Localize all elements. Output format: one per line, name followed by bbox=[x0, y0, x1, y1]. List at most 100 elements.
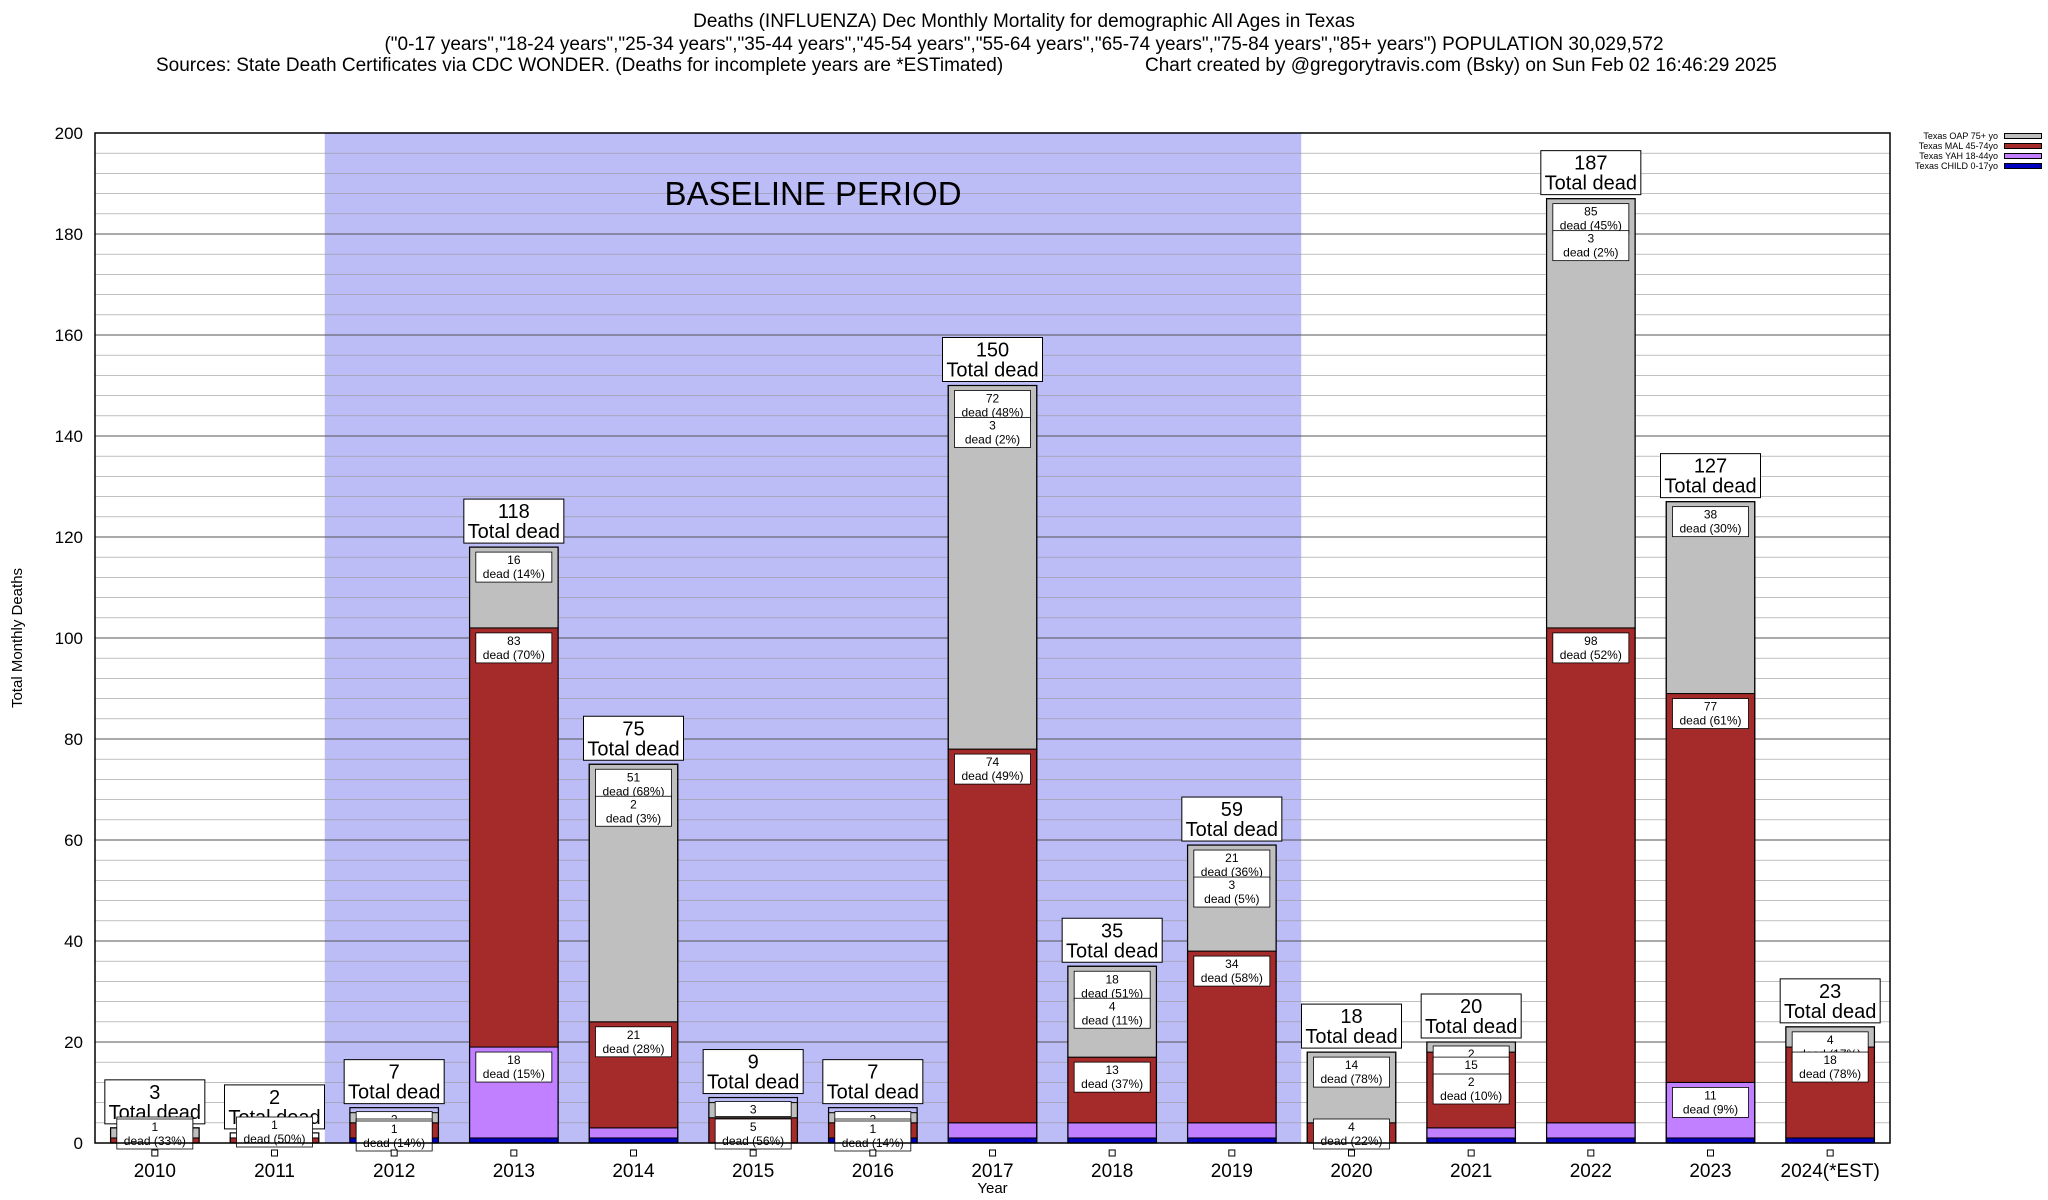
segment-label-box bbox=[236, 1116, 313, 1148]
segment-label-box bbox=[1313, 1118, 1390, 1150]
bar-marker bbox=[1228, 1149, 1236, 1157]
bar-segment bbox=[1187, 1122, 1277, 1139]
y-tick-label: 20 bbox=[64, 1033, 83, 1052]
segment-value-label: 72 bbox=[986, 392, 1000, 406]
legend-label-mal: Texas MAL 45-74yo bbox=[1918, 141, 1998, 151]
segment-value-label: 4 bbox=[1109, 999, 1116, 1013]
segment-value-label: 1 bbox=[271, 1118, 278, 1132]
bar-segment bbox=[1426, 1127, 1516, 1139]
x-tick-label: 2015 bbox=[732, 1161, 774, 1182]
bar-segment bbox=[947, 748, 1038, 1124]
x-tick-label: 2014 bbox=[612, 1161, 655, 1182]
total-value-label: 7 bbox=[867, 1062, 878, 1084]
segment-value-label: 5 bbox=[750, 1120, 757, 1134]
segment-label-box bbox=[1791, 1051, 1869, 1083]
segment-label-box bbox=[1672, 1087, 1749, 1118]
bar-marker bbox=[630, 1149, 637, 1157]
total-label-box bbox=[343, 1059, 445, 1105]
segment-value-label: 34 bbox=[1225, 957, 1239, 971]
bar-segment bbox=[1067, 1137, 1157, 1144]
bar-marker bbox=[271, 1149, 278, 1157]
total-label-box bbox=[1420, 993, 1522, 1039]
segment-value-label: 18 bbox=[1823, 1053, 1837, 1067]
segment-value-label: 2 bbox=[1468, 1047, 1475, 1061]
bar-segment bbox=[588, 1137, 679, 1144]
total-value-label: 7 bbox=[389, 1062, 400, 1084]
legend-swatch-yah bbox=[2004, 153, 2042, 159]
segment-percent-label: dead (11%) bbox=[1082, 1013, 1143, 1027]
total-label-box bbox=[463, 498, 565, 544]
bar-marker bbox=[1348, 1149, 1355, 1157]
total-label-box bbox=[1061, 917, 1163, 963]
segment-value-label: 4 bbox=[1348, 1120, 1355, 1134]
total-label-box bbox=[583, 715, 684, 761]
segment-value-label: 16 bbox=[507, 553, 521, 567]
total-dead-label: Total dead bbox=[1545, 173, 1637, 195]
x-tick-label: 2013 bbox=[493, 1161, 535, 1182]
legend-label-yah: Texas YAH 18-44yo bbox=[1919, 151, 1998, 161]
segment-percent-label: dead (10%) bbox=[1440, 1089, 1502, 1103]
segment-value-label: 2 bbox=[1468, 1075, 1475, 1089]
title-line-2: ("0-17 years","18-24 years","25-34 years… bbox=[384, 34, 1664, 55]
total-dead-label: Total dead bbox=[1186, 819, 1278, 841]
segment-percent-label: dead (56%) bbox=[722, 1134, 784, 1148]
segment-percent-label: dead (70%) bbox=[483, 648, 545, 662]
bar-marker bbox=[151, 1149, 159, 1157]
bar-segment bbox=[1665, 693, 1756, 1083]
segment-percent-label: dead (14%) bbox=[483, 567, 545, 581]
baseline-period-label: BASELINE PERIOD bbox=[664, 175, 961, 212]
segment-label-box bbox=[1193, 849, 1271, 881]
bar-marker bbox=[1707, 1149, 1714, 1157]
plot-frame bbox=[94, 132, 1891, 1144]
segment-percent-label: dead (3%) bbox=[606, 811, 661, 825]
segment-value-label: 21 bbox=[1225, 851, 1239, 865]
segment-value-label: 38 bbox=[1704, 508, 1718, 522]
total-value-label: 23 bbox=[1819, 981, 1841, 1003]
y-tick-label: 60 bbox=[64, 831, 83, 850]
segment-value-label: 21 bbox=[627, 1028, 641, 1042]
segment-value-label: 51 bbox=[627, 770, 641, 784]
bar-segment bbox=[588, 1127, 679, 1139]
segment-value-label: 18 bbox=[507, 1053, 521, 1067]
segment-value-label: 3 bbox=[1228, 878, 1235, 892]
segment-value-label: 15 bbox=[1464, 1058, 1478, 1072]
total-label-box bbox=[1660, 453, 1761, 499]
legend-item-oap: Texas OAP 75+ yo bbox=[1898, 131, 2044, 141]
segment-percent-label: dead (36%) bbox=[1201, 865, 1263, 879]
segment-percent-label: dead (61%) bbox=[1679, 714, 1741, 728]
bar-marker bbox=[1108, 1149, 1116, 1157]
total-value-label: 187 bbox=[1574, 153, 1607, 175]
bar-segment bbox=[1426, 1137, 1516, 1144]
bar-segment bbox=[1546, 1122, 1636, 1139]
legend-item-yah: Texas YAH 18-44yo bbox=[1898, 151, 2044, 161]
segment-label-box bbox=[954, 753, 1031, 785]
total-dead-label: Total dead bbox=[827, 1082, 919, 1104]
total-label-box bbox=[822, 1059, 924, 1105]
segment-value-label: 74 bbox=[986, 755, 1000, 769]
total-label-box bbox=[1181, 796, 1283, 842]
segment-value-label: 3 bbox=[1587, 232, 1594, 246]
segment-value-label: 98 bbox=[1584, 634, 1598, 648]
segment-label-box bbox=[595, 795, 672, 827]
bar-segment bbox=[947, 1137, 1038, 1144]
segment-value-label: 77 bbox=[1704, 700, 1718, 714]
bar-marker bbox=[749, 1149, 757, 1157]
y-tick-label: 160 bbox=[55, 326, 83, 345]
y-tick-label: 200 bbox=[55, 124, 83, 143]
y-tick-label: 40 bbox=[64, 932, 83, 951]
segment-value-label: 83 bbox=[507, 634, 521, 648]
segment-label-box bbox=[1552, 203, 1630, 235]
total-value-label: 35 bbox=[1101, 920, 1123, 942]
segment-value-label: 4 bbox=[1827, 1033, 1834, 1047]
segment-label-box bbox=[1073, 1061, 1151, 1093]
total-value-label: 20 bbox=[1460, 996, 1482, 1018]
y-tick-label: 100 bbox=[55, 629, 83, 648]
bar-marker bbox=[869, 1149, 877, 1157]
segment-label-box bbox=[1552, 230, 1630, 262]
total-dead-label: Total dead bbox=[1664, 476, 1756, 498]
segment-percent-label: dead (28%) bbox=[602, 1042, 664, 1056]
total-dead-label: Total dead bbox=[468, 521, 560, 543]
segment-percent-label: dead (45%) bbox=[1560, 219, 1622, 233]
total-dead-label: Total dead bbox=[1784, 1001, 1876, 1023]
